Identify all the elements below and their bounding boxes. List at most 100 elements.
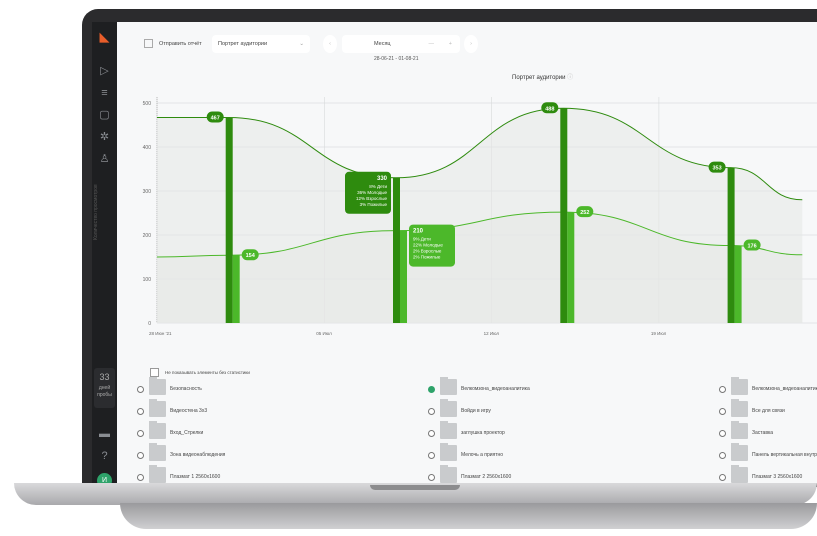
list-item[interactable]: Плазмат 3 2560x1600 (719, 465, 817, 483)
play-icon[interactable]: ▷ (100, 65, 109, 77)
radio-button[interactable] (428, 474, 435, 481)
period-select[interactable]: Месяц — + (342, 35, 460, 53)
y-tick-label: 400 (143, 145, 152, 151)
chart-title-text: Портрет аудитории (512, 75, 566, 81)
logo[interactable]: ◣ (99, 29, 110, 44)
report-select-value: Портрет аудитории (218, 41, 268, 47)
folder-icon (149, 421, 166, 439)
y-tick-label: 500 (143, 101, 152, 107)
period-value: Месяц (374, 41, 391, 47)
chevron-down-icon: ⌄ (299, 41, 304, 47)
list-item-label: заглушка проектор (461, 430, 505, 436)
series-area (157, 212, 803, 323)
data-label-bg (241, 249, 259, 261)
bar (560, 108, 568, 323)
x-tick-label: 19 Июл (651, 331, 667, 336)
folder-icon (731, 399, 748, 417)
tooltip-line: 12% Взрослые (356, 196, 387, 201)
list-item[interactable]: Плазмат 1 2560x1600 (137, 465, 417, 483)
laptop-base (14, 483, 817, 505)
radio-button[interactable] (719, 452, 726, 459)
trial-badge[interactable]: 33 дней пробы (94, 368, 115, 408)
data-label-bg (541, 102, 559, 114)
list-icon[interactable]: ≡ (101, 87, 108, 99)
radio-button[interactable] (428, 452, 435, 459)
laptop-base-bottom (120, 503, 817, 529)
list-item-label: Плазмат 2 2560x1600 (461, 474, 512, 480)
list-item[interactable]: заглушка проектор (428, 421, 708, 443)
data-label: 353 (713, 166, 722, 172)
radio-button[interactable] (428, 386, 435, 393)
radio-button[interactable] (137, 430, 144, 437)
list-item[interactable]: Видеостена 3x3 (137, 399, 417, 421)
send-report-button[interactable]: Отправить отчёт (138, 35, 206, 53)
radio-button[interactable] (137, 452, 144, 459)
list-item-label: Плазмат 3 2560x1600 (752, 474, 803, 480)
user-icon[interactable]: ♙ (99, 153, 110, 165)
data-label: 467 (211, 116, 220, 122)
bar (567, 212, 575, 323)
radio-button[interactable] (719, 408, 726, 415)
send-report-label: Отправить отчёт (159, 41, 202, 47)
tooltip-line: 2% Взрослые (413, 249, 442, 254)
x-tick-label: 12 Июл (484, 331, 500, 336)
list-item[interactable]: Велкомзона_видеоаналитика (719, 377, 817, 399)
radio-button[interactable] (719, 474, 726, 481)
info-icon[interactable]: ⓘ (567, 75, 574, 81)
list-item-label: Велкомзона_видеоаналитика (752, 386, 817, 392)
list-item[interactable]: Зона видеонаблюдения (137, 443, 417, 465)
bar (232, 255, 240, 323)
zoom-in-icon[interactable]: + (448, 41, 452, 47)
next-period-button[interactable]: › (464, 35, 478, 53)
radio-button[interactable] (719, 386, 726, 393)
list-item[interactable]: Вход_Стрелки (137, 421, 417, 443)
folder-icon (149, 443, 166, 461)
zoom-out-icon[interactable]: — (428, 41, 435, 47)
list-item-label: Войди в игру (461, 408, 491, 414)
sidebar: ◣ ▷ ≡ ▢ ✲ ♙ 33 дней пробы ▬ ? И (92, 22, 117, 483)
list-item[interactable]: Велкомзона_видеоаналитика (428, 377, 708, 399)
tooltip-value: 210 (413, 229, 424, 235)
app-screen: ◣ ▷ ≡ ▢ ✲ ♙ 33 дней пробы ▬ ? И Отправит… (92, 22, 817, 483)
list-item[interactable]: Все для связи (719, 399, 817, 421)
list-item-label: Мелочь а приятно (461, 452, 504, 458)
radio-button[interactable] (428, 430, 435, 437)
folder-icon (731, 421, 748, 439)
list-item[interactable]: Заставка (719, 421, 817, 443)
help-icon[interactable]: ? (101, 450, 108, 462)
document-icon[interactable]: ▢ (99, 109, 110, 121)
monitor-icon[interactable]: ▬ (99, 428, 110, 440)
report-select[interactable]: Портрет аудитории ⌄ (212, 35, 310, 53)
bar (400, 230, 407, 323)
prev-period-button[interactable]: ‹ (323, 35, 337, 53)
chart-title: Портрет аудитории ⓘ (512, 72, 573, 81)
radio-button[interactable] (719, 430, 726, 437)
list-item[interactable]: Безопасность (137, 377, 417, 399)
chart: 0 100 200 300 400 500 28 Июн '21 05 Июл 12 Июл 19… (143, 97, 817, 336)
list-item[interactable]: Войди в игру (428, 399, 708, 421)
bar (727, 167, 735, 323)
folder-icon (440, 421, 457, 439)
folder-icon (731, 443, 748, 461)
hide-empty-checkbox[interactable] (150, 368, 159, 377)
folder-icon (731, 377, 748, 395)
tooltip-value: 330 (377, 176, 388, 182)
tooltip-line: 3% Пожилые (360, 202, 388, 207)
avatar[interactable]: И (97, 473, 112, 483)
radio-button[interactable] (428, 408, 435, 415)
list-item[interactable]: Панель вертикальная внутр (719, 443, 817, 465)
data-label-bg (206, 111, 224, 123)
radio-button[interactable] (137, 474, 144, 481)
data-label: 176 (748, 244, 757, 250)
laptop-notch (370, 485, 460, 490)
y-tick-label: 300 (143, 189, 152, 195)
folder-icon (149, 377, 166, 395)
list-item[interactable]: Плазмат 2 2560x1600 (428, 465, 708, 483)
list-item[interactable]: Мелочь а приятно (428, 443, 708, 465)
tooltip (409, 224, 455, 267)
radio-button[interactable] (137, 408, 144, 415)
tooltip-line: 36% Молодые (357, 190, 387, 195)
loader-icon[interactable]: ✲ (99, 131, 110, 143)
data-label-bg (743, 239, 761, 251)
radio-button[interactable] (137, 386, 144, 393)
